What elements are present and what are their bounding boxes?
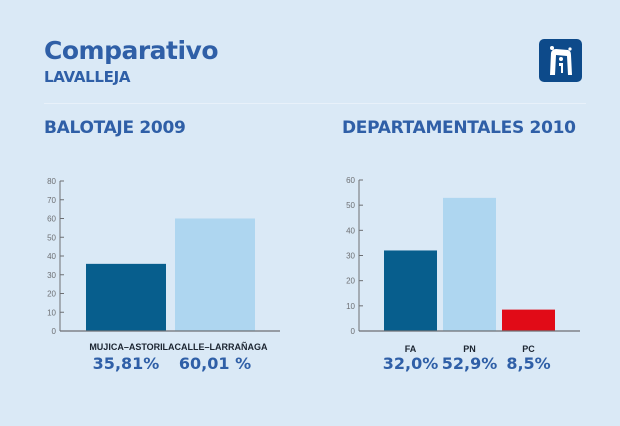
y-tick-label: 10 [346,302,355,311]
y-tick-label: 0 [52,327,57,336]
y-tick-label: 20 [346,277,355,286]
value-label: 32,0% [383,354,439,373]
header-divider [44,103,586,104]
y-tick-label: 10 [47,308,56,317]
value-label: 52,9% [442,354,498,373]
y-tick-label: 30 [346,252,355,261]
category-label: FA [405,344,417,354]
category-label: PN [463,344,476,354]
y-tick-label: 60 [346,176,355,185]
bar-mujica-astori [86,263,166,331]
y-tick-label: 40 [47,252,56,261]
y-tick-label: 50 [346,201,355,210]
category-label: PC [522,344,535,354]
value-label: 60,01 % [179,354,251,373]
y-tick-label: 0 [351,327,356,336]
bar-pc [502,309,555,331]
y-tick-label: 70 [47,196,56,205]
chart-title-balotaje: BALOTAJE 2009 [44,118,186,138]
page-title: Comparativo [44,36,219,65]
y-tick-label: 30 [47,271,56,280]
chart-title-departamentales: DEPARTAMENTALES 2010 [342,118,576,138]
category-label: MUJICA–ASTORI [89,342,162,352]
category-label: LACALLE–LARRAÑAGA [163,342,268,352]
monument-logo-icon [539,39,582,82]
page-subtitle: LAVALLEJA [44,68,131,86]
y-tick-label: 40 [346,226,355,235]
monument-logo-glyph [550,46,572,75]
y-tick-label: 80 [47,177,56,186]
bar-pn [443,197,496,331]
y-tick-label: 60 [47,215,56,224]
value-label: 35,81% [93,354,160,373]
y-tick-label: 20 [47,290,56,299]
y-tick-label: 50 [47,233,56,242]
bar-fa [384,250,437,331]
bar-lacalle-larra-aga [175,218,255,331]
value-label: 8,5% [506,354,550,373]
